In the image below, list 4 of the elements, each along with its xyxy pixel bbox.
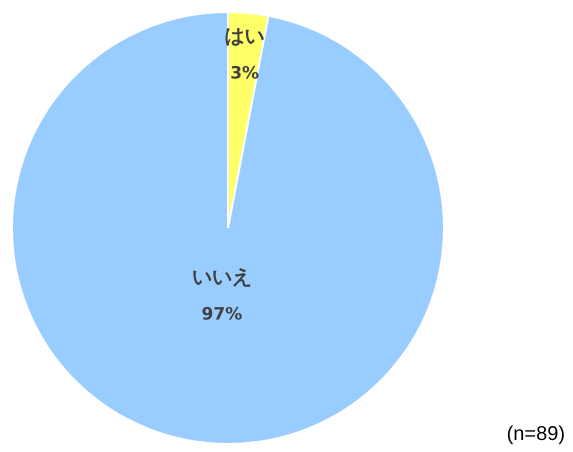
pie-slice (11, 11, 445, 445)
text: (n=89) (506, 423, 565, 445)
slice-label: いいえ (192, 264, 252, 289)
data-label: 97% (202, 304, 242, 325)
